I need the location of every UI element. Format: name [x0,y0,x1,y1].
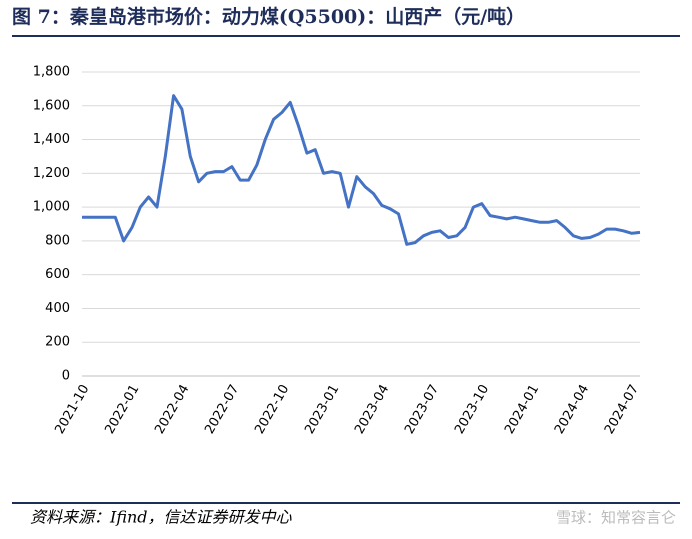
x-tick-label: 2023-07 [402,382,442,437]
source: 资料来源：Ifind，信达证券研发中心 [30,508,293,527]
x-tick-label: 2022-04 [152,382,192,437]
y-tick-label: 400 [45,301,70,316]
y-tick-label: 800 [45,233,70,248]
y-tick-label: 1,800 [33,65,70,80]
x-tick-label: 2022-07 [202,382,242,437]
x-tick-label: 2023-01 [302,382,342,437]
x-tick-label: 2024-07 [602,382,642,437]
y-tick-label: 1,200 [33,166,70,181]
chart-title: 图 7：秦皇岛港市场价：动力煤(Q5500)：山西产（元/吨） [12,5,525,28]
line-series [82,94,641,246]
x-tick-label: 2021-10 [52,382,92,437]
y-tick-label: 1,600 [33,98,70,113]
watermark: 雪球：知常容言仑 [556,509,676,527]
x-tick-label: 2024-01 [502,382,542,437]
y-tick-label: 1,000 [33,200,70,215]
y-tick-label: 1,400 [33,132,70,147]
x-tick-label: 2023-04 [352,382,392,437]
y-tick-label: 0 [62,369,70,384]
y-tick-label: 200 [45,335,70,350]
x-tick-label: 2022-10 [252,382,292,437]
x-tick-label: 2023-10 [452,382,492,437]
x-tick-label: 2022-01 [102,382,142,437]
x-tick-label: 2024-04 [552,382,592,437]
y-tick-label: 600 [45,267,70,282]
